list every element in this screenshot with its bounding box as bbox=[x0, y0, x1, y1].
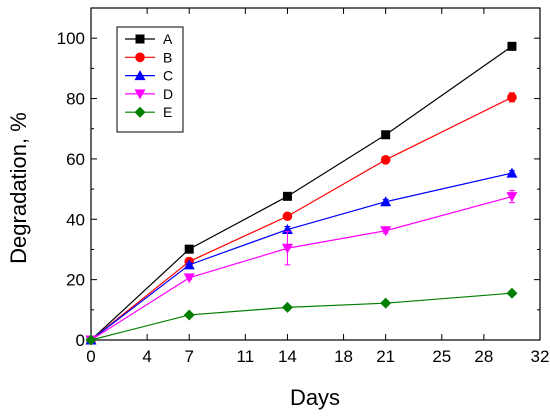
data-point bbox=[184, 244, 194, 254]
data-point bbox=[281, 301, 293, 313]
legend-marker bbox=[135, 52, 145, 63]
x-tick-label: 0 bbox=[86, 347, 95, 366]
data-point bbox=[506, 167, 518, 178]
legend-marker bbox=[134, 106, 146, 118]
data-point bbox=[507, 41, 517, 51]
data-point bbox=[281, 243, 293, 254]
series-line bbox=[90, 172, 513, 341]
series-line bbox=[90, 196, 513, 341]
y-tick-label: 100 bbox=[57, 29, 85, 48]
x-tick-label: 28 bbox=[474, 347, 493, 366]
legend-marker bbox=[135, 34, 145, 44]
data-point bbox=[381, 130, 391, 140]
data-point bbox=[282, 211, 293, 222]
data-point bbox=[380, 226, 392, 237]
x-tick-label: 14 bbox=[278, 347, 297, 366]
data-point bbox=[506, 192, 518, 203]
legend-label: B bbox=[163, 49, 172, 65]
data-point bbox=[380, 155, 391, 165]
series-layer bbox=[85, 41, 518, 346]
y-tick-label: 80 bbox=[66, 90, 85, 109]
data-point bbox=[506, 287, 518, 299]
plot-frame bbox=[90, 7, 541, 341]
data-point bbox=[282, 191, 292, 201]
data-point bbox=[507, 92, 517, 103]
legend-item-E: E bbox=[125, 104, 172, 120]
x-tick-label: 4 bbox=[142, 347, 151, 366]
legend-box bbox=[116, 26, 184, 133]
data-point bbox=[183, 309, 195, 321]
legend-label: A bbox=[163, 31, 173, 47]
axes: 0 4 7 11 14 18 21 25 28 32 0 20 40 60 80 100 bbox=[57, 7, 550, 366]
series-D bbox=[85, 190, 518, 346]
legend-marker bbox=[134, 89, 146, 100]
series-line bbox=[90, 96, 513, 341]
legend-marker bbox=[134, 70, 146, 81]
y-tick-label: 20 bbox=[66, 271, 85, 290]
x-tick-label: 18 bbox=[334, 347, 353, 366]
data-point bbox=[85, 334, 97, 346]
legend-item-D: D bbox=[125, 86, 173, 102]
x-tick-label: 7 bbox=[184, 347, 193, 366]
data-point bbox=[183, 259, 195, 270]
legend-item-B: B bbox=[125, 49, 172, 65]
legend-label: E bbox=[163, 104, 172, 120]
x-tick-label: 32 bbox=[531, 347, 550, 366]
x-tick-label: 25 bbox=[432, 347, 451, 366]
series-A bbox=[86, 41, 517, 345]
legend-item-C: C bbox=[125, 68, 173, 84]
legend-label: C bbox=[163, 68, 173, 84]
data-point bbox=[183, 273, 195, 284]
y-axis-title: Degradation, % bbox=[6, 112, 31, 264]
series-E bbox=[85, 287, 518, 346]
x-tick-label: 21 bbox=[376, 347, 395, 366]
x-axis-title: Days bbox=[290, 385, 340, 410]
legend-item-A: A bbox=[125, 31, 173, 47]
legend-label: D bbox=[163, 86, 173, 102]
data-point bbox=[380, 196, 392, 207]
y-tick-label: 0 bbox=[76, 331, 85, 350]
data-point bbox=[380, 297, 392, 309]
series-C bbox=[85, 167, 518, 345]
x-tick-label: 11 bbox=[237, 347, 255, 366]
y-tick-label: 40 bbox=[66, 210, 85, 229]
y-tick-label: 60 bbox=[66, 150, 85, 169]
